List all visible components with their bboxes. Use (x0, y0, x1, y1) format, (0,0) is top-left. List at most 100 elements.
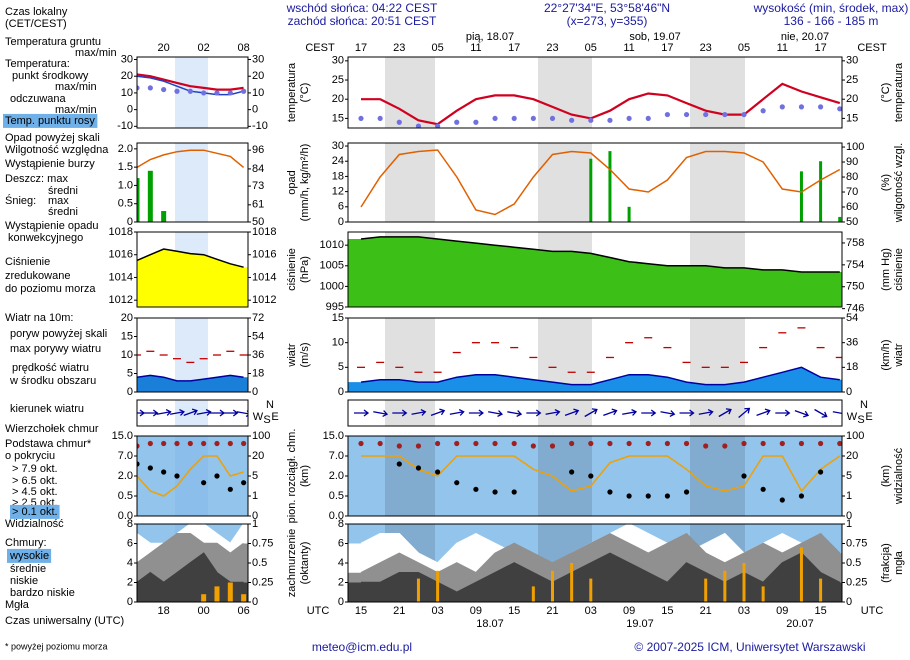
y2-tick-label: 54 (846, 312, 858, 324)
legend-entry: Czas lokalny (5, 6, 68, 18)
dot (161, 440, 167, 447)
local-time-label: 17 (355, 42, 367, 54)
y-tick-label: -10 (117, 120, 133, 132)
dot (664, 111, 671, 118)
bar (570, 563, 574, 602)
local-time-label: 23 (700, 42, 712, 54)
y2-tick-label: 1014 (252, 271, 276, 283)
day-label: pią, 18.07 (466, 31, 514, 43)
dot (645, 115, 651, 122)
panel: NW S E (136, 399, 279, 427)
bar (704, 578, 708, 602)
local-time-unit: CEST (857, 42, 887, 54)
dot (201, 90, 207, 96)
y-tick-label: 1005 (320, 260, 344, 272)
y2-tick-label: 1018 (252, 226, 276, 238)
y2-tick-label: 0.25 (252, 576, 273, 588)
bar (838, 216, 842, 222)
y2-tick-label: 72 (252, 312, 264, 324)
copyright: © 2007-2025 ICM, Uniwersytet Warszawski (634, 640, 865, 654)
wind-arrow (660, 410, 676, 418)
bar (589, 578, 593, 602)
y-tick-label: 15.0 (112, 430, 133, 442)
dot (396, 443, 402, 449)
y2-tick-label: 1 (846, 518, 852, 530)
y2-tick-label: 746 (846, 303, 864, 315)
dot (454, 119, 460, 125)
dot (703, 111, 709, 118)
dot (741, 440, 747, 447)
email[interactable]: meteo@icm.edu.pl (312, 640, 412, 654)
utc-time-label: 15 (661, 605, 673, 617)
dot (837, 106, 842, 112)
compass-letter: E (271, 411, 278, 423)
wind-arrow (832, 410, 842, 418)
local-time-label: 08 (238, 42, 250, 54)
y-tick-label: 7.0 (329, 450, 344, 462)
bar (227, 582, 233, 602)
legend-entry: Widzialność (5, 518, 64, 530)
y-tick-label: 1.5 (118, 161, 133, 173)
y-tick-label: 30 (332, 55, 344, 67)
wind-arrow (223, 409, 239, 417)
dot (645, 440, 651, 447)
y2-tick-label: 70 (846, 186, 858, 198)
wind-arrow (814, 408, 828, 418)
y-tick-label: 20 (121, 70, 133, 82)
dot (549, 115, 556, 122)
y2-tick-label: 100 (846, 430, 864, 442)
legend-entry: Podstawa chmur* (5, 438, 92, 450)
dot (241, 480, 247, 486)
y-axis-label: (hPa) (299, 256, 311, 283)
dot (626, 115, 632, 122)
line (137, 149, 245, 169)
bar (201, 594, 207, 602)
dot (473, 440, 479, 447)
y-tick-label: 25 (332, 74, 344, 86)
y2-tick-label: 80 (846, 171, 858, 183)
local-time-label: 17 (508, 42, 520, 54)
sunset: zachód słońca: 20:51 CEST (288, 14, 437, 28)
y-tick-label: 30 (121, 53, 133, 65)
y2-tick-label: 18 (252, 367, 264, 379)
utc-time-unit: UTC (861, 605, 884, 617)
y2-tick-label: 54 (252, 330, 264, 342)
wind-arrow (545, 408, 561, 416)
night-band (690, 318, 745, 392)
wind-arrow (143, 409, 159, 417)
legend-entry: Wiatr na 10m: (5, 312, 73, 324)
night-band (385, 436, 435, 516)
y-tick-label: 20 (121, 312, 133, 324)
y2-axis-label: ciśnienie (893, 248, 905, 291)
bar (799, 547, 803, 602)
dot (607, 117, 613, 123)
bar (551, 570, 554, 602)
y-tick-label: 15 (332, 112, 344, 124)
y2-tick-label: 30 (846, 55, 858, 67)
y2-axis-label: (km/h) (880, 339, 892, 370)
y2-tick-label: 0 (252, 510, 258, 522)
panel: NW S E (347, 399, 873, 427)
y-tick-label: 2.0 (118, 470, 133, 482)
bar (799, 171, 803, 222)
panel: 0.0 0.5 2.0 7.0 15.0 0 1 5 20 100 (112, 430, 271, 522)
legend-entry: do poziomu morza (5, 283, 96, 295)
utc-time-label: 21 (700, 605, 712, 617)
y2-tick-label: 15 (846, 112, 858, 124)
y2-tick-label: 73 (252, 180, 264, 192)
y-tick-label: 0 (127, 386, 133, 398)
dot (760, 486, 766, 492)
wind-arrow (718, 408, 732, 418)
dot (683, 489, 690, 495)
line (137, 73, 244, 91)
dot (530, 115, 536, 122)
dot (473, 119, 479, 125)
day-label: 19.07 (626, 618, 654, 630)
y-tick-label: 1000 (320, 280, 344, 292)
dot (415, 443, 422, 449)
compass-letter: W (847, 411, 858, 423)
utc-time-label: 03 (431, 605, 443, 617)
